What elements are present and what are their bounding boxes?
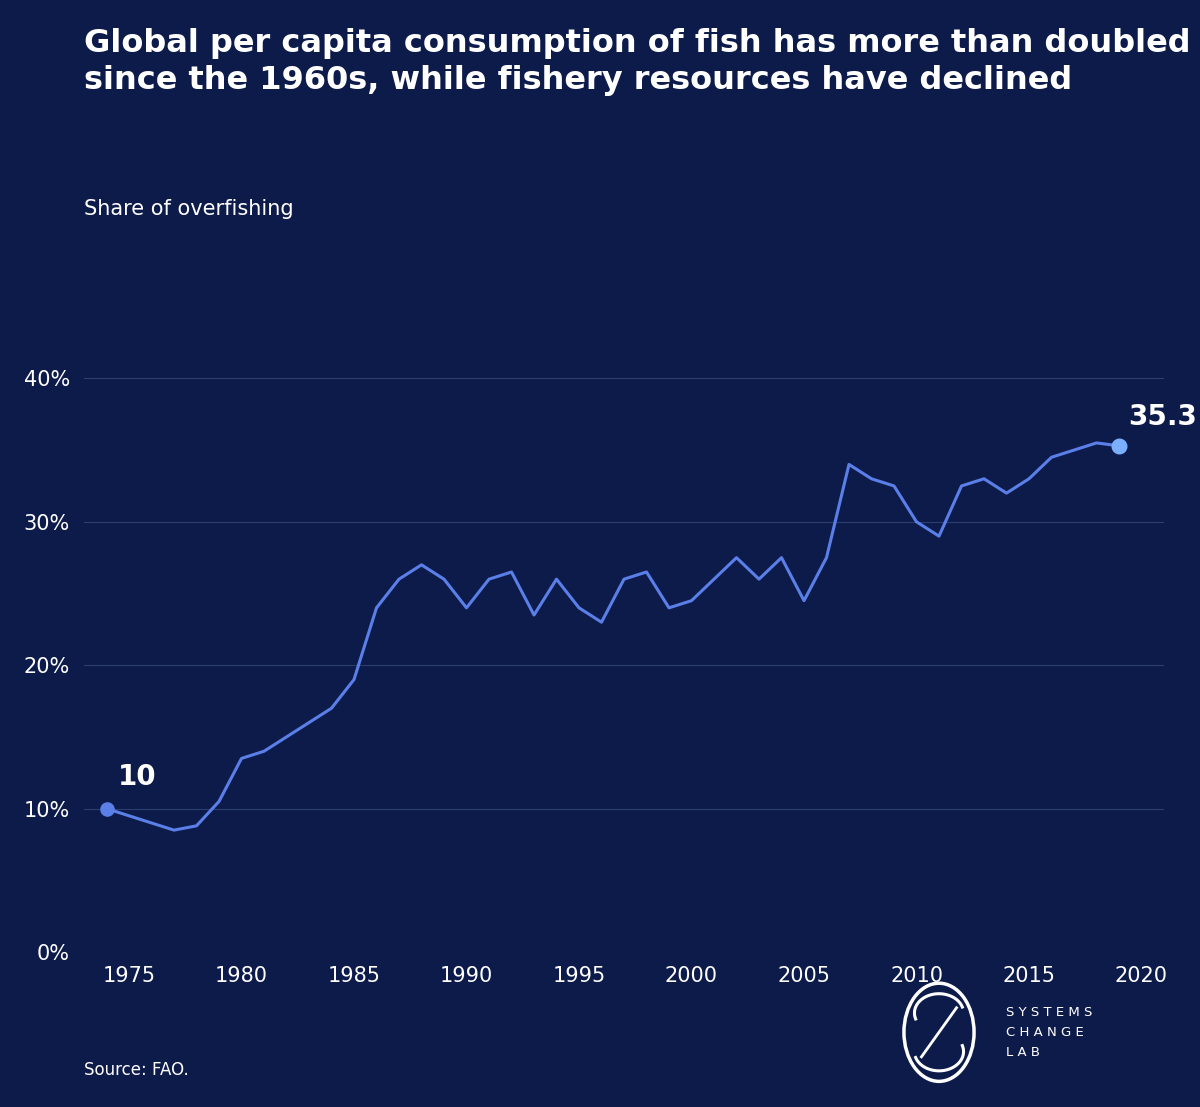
Point xyxy=(97,799,116,817)
Text: 10: 10 xyxy=(118,764,156,792)
Text: Global per capita consumption of fish has more than doubled
since the 1960s, whi: Global per capita consumption of fish ha… xyxy=(84,28,1190,95)
Text: 35.3: 35.3 xyxy=(1128,403,1196,432)
Point xyxy=(1110,437,1129,455)
Text: Source: FAO.: Source: FAO. xyxy=(84,1062,188,1079)
Text: S Y S T E M S
C H A N G E
L A B: S Y S T E M S C H A N G E L A B xyxy=(1006,1006,1092,1059)
Text: Share of overfishing: Share of overfishing xyxy=(84,199,294,219)
